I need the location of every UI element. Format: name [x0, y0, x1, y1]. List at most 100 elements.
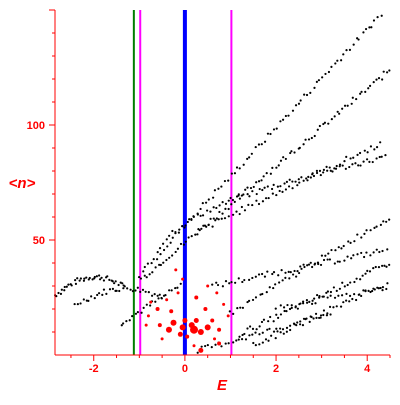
data-point — [296, 307, 299, 310]
data-point — [327, 122, 330, 125]
data-point — [131, 290, 135, 293]
data-point — [248, 156, 251, 159]
data-point — [326, 169, 329, 172]
data-point — [337, 294, 340, 297]
data-point — [339, 305, 343, 308]
data-point — [314, 302, 317, 305]
data-point — [184, 224, 187, 227]
data-point — [285, 180, 289, 183]
highlight-point — [215, 291, 219, 295]
data-point — [381, 249, 384, 253]
data-point — [319, 314, 323, 317]
data-point — [306, 264, 309, 267]
data-point — [322, 122, 325, 126]
data-point — [206, 209, 209, 212]
data-point — [305, 317, 308, 320]
data-point — [98, 278, 102, 281]
data-point — [350, 257, 353, 260]
data-point — [345, 299, 348, 302]
data-point — [274, 307, 277, 310]
data-point — [356, 253, 359, 256]
data-point — [343, 104, 347, 107]
highlight-point — [193, 318, 199, 323]
data-point — [380, 14, 383, 17]
data-point — [368, 26, 371, 29]
data-point — [328, 305, 332, 308]
data-point — [243, 209, 247, 212]
highlight-point — [188, 322, 195, 329]
data-point — [320, 254, 324, 257]
highlight-point — [206, 284, 210, 288]
data-point — [363, 149, 366, 152]
data-point — [79, 302, 82, 305]
data-point — [304, 138, 307, 141]
data-point — [93, 275, 96, 279]
data-point — [279, 120, 282, 123]
data-point — [164, 294, 167, 297]
data-point — [158, 293, 161, 296]
data-point — [224, 202, 228, 205]
data-point — [238, 335, 241, 338]
highlight-point — [197, 329, 204, 335]
data-point — [157, 297, 160, 300]
data-point — [57, 291, 60, 295]
data-point — [232, 312, 235, 315]
data-point — [150, 294, 154, 297]
data-point — [70, 284, 73, 287]
data-point — [375, 225, 378, 228]
data-point — [336, 59, 339, 62]
data-point — [232, 213, 235, 216]
data-point — [359, 92, 362, 95]
data-point — [267, 339, 270, 342]
data-point — [351, 297, 354, 301]
data-point — [301, 324, 305, 327]
data-point — [376, 16, 379, 19]
data-point — [355, 97, 358, 101]
data-point — [82, 298, 85, 301]
data-point — [356, 233, 359, 236]
data-point — [260, 143, 263, 146]
data-point — [156, 294, 159, 297]
data-point — [284, 276, 287, 279]
data-point — [174, 250, 177, 254]
data-point — [279, 159, 283, 162]
data-point — [169, 241, 172, 244]
data-point — [368, 270, 372, 273]
data-point — [281, 279, 284, 282]
data-point — [343, 160, 346, 163]
data-point — [271, 192, 274, 195]
data-point — [238, 197, 241, 200]
data-point — [240, 338, 244, 341]
highlight-point — [217, 341, 222, 346]
data-point — [259, 293, 262, 296]
data-point — [326, 290, 330, 293]
data-point — [381, 78, 384, 81]
data-point — [234, 281, 237, 284]
data-point — [284, 188, 288, 191]
data-point — [341, 164, 344, 167]
data-point — [384, 154, 387, 157]
data-point — [364, 90, 367, 93]
data-point — [160, 296, 163, 300]
data-point — [324, 72, 327, 76]
highlight-point — [179, 324, 186, 331]
data-point — [272, 320, 275, 323]
data-point — [251, 333, 254, 336]
data-point — [242, 163, 245, 166]
data-point — [113, 282, 116, 285]
highlight-point — [185, 334, 190, 339]
data-point — [313, 297, 316, 300]
data-point — [224, 207, 227, 210]
data-point — [323, 121, 327, 124]
data-point — [221, 201, 224, 204]
data-point — [326, 296, 329, 299]
data-point — [145, 276, 148, 279]
highlight-point — [222, 302, 226, 306]
data-point — [258, 187, 261, 191]
data-point — [106, 275, 109, 278]
data-point — [293, 151, 296, 154]
data-point — [240, 205, 243, 209]
data-point — [377, 77, 381, 80]
data-point — [209, 217, 212, 220]
data-point — [269, 172, 272, 175]
